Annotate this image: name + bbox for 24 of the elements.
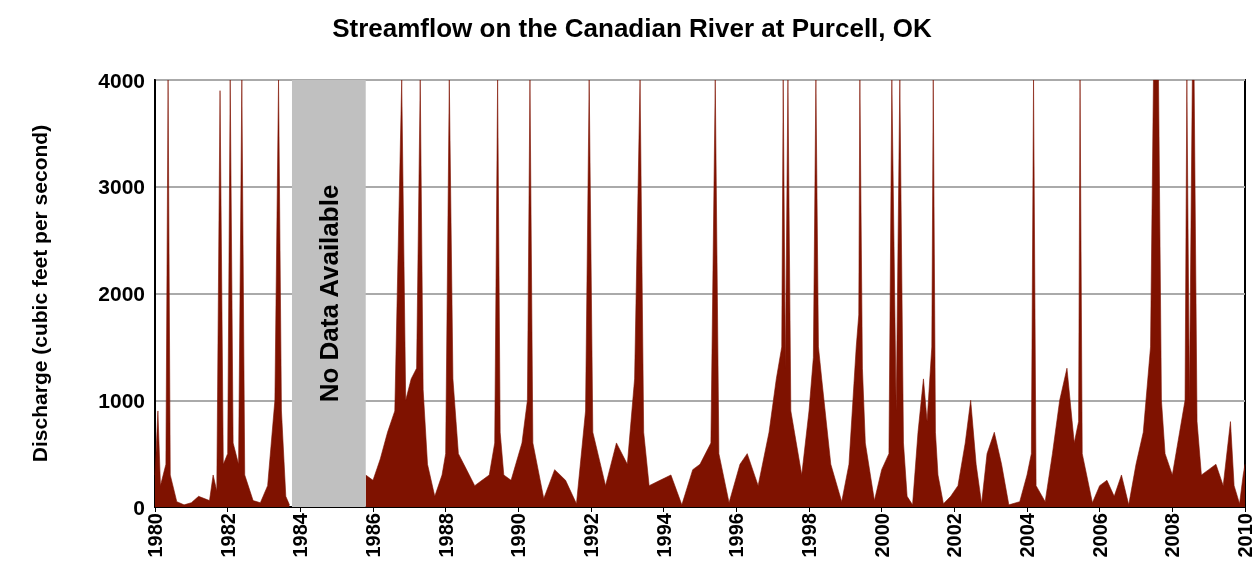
x-tick-label: 2002 [943,513,966,558]
chart-title: Streamflow on the Canadian River at Purcell, OK [332,13,933,43]
x-tick-label: 1988 [434,513,457,558]
y-tick-label: 4000 [98,68,145,92]
x-tick-label: 2010 [1234,513,1256,558]
x-tick-label: 1984 [289,512,312,558]
band-label: No Data Available [313,184,344,403]
x-tick-label: 1982 [216,513,239,558]
y-tick-label: 0 [133,495,145,519]
x-tick-label: 1998 [798,513,820,558]
y-axis-title: Discharge (cubic feet per second) [28,124,51,463]
y-tick-label: 2000 [98,282,145,305]
x-tick-label: 2008 [1161,513,1184,558]
x-tick-label: 1986 [362,513,384,558]
y-tick-label: 3000 [98,175,145,199]
x-tick-label: 1994 [652,512,675,558]
x-tick-label: 1992 [580,513,602,558]
x-tick-label: 2000 [870,513,893,558]
x-tick-label: 2006 [1088,513,1111,558]
x-tick-label: 1996 [725,513,748,558]
x-tick-label: 1980 [144,513,166,558]
x-tick-label: 2004 [1016,512,1038,558]
y-tick-label: 1000 [98,388,145,412]
x-tick-label: 1990 [507,513,530,558]
